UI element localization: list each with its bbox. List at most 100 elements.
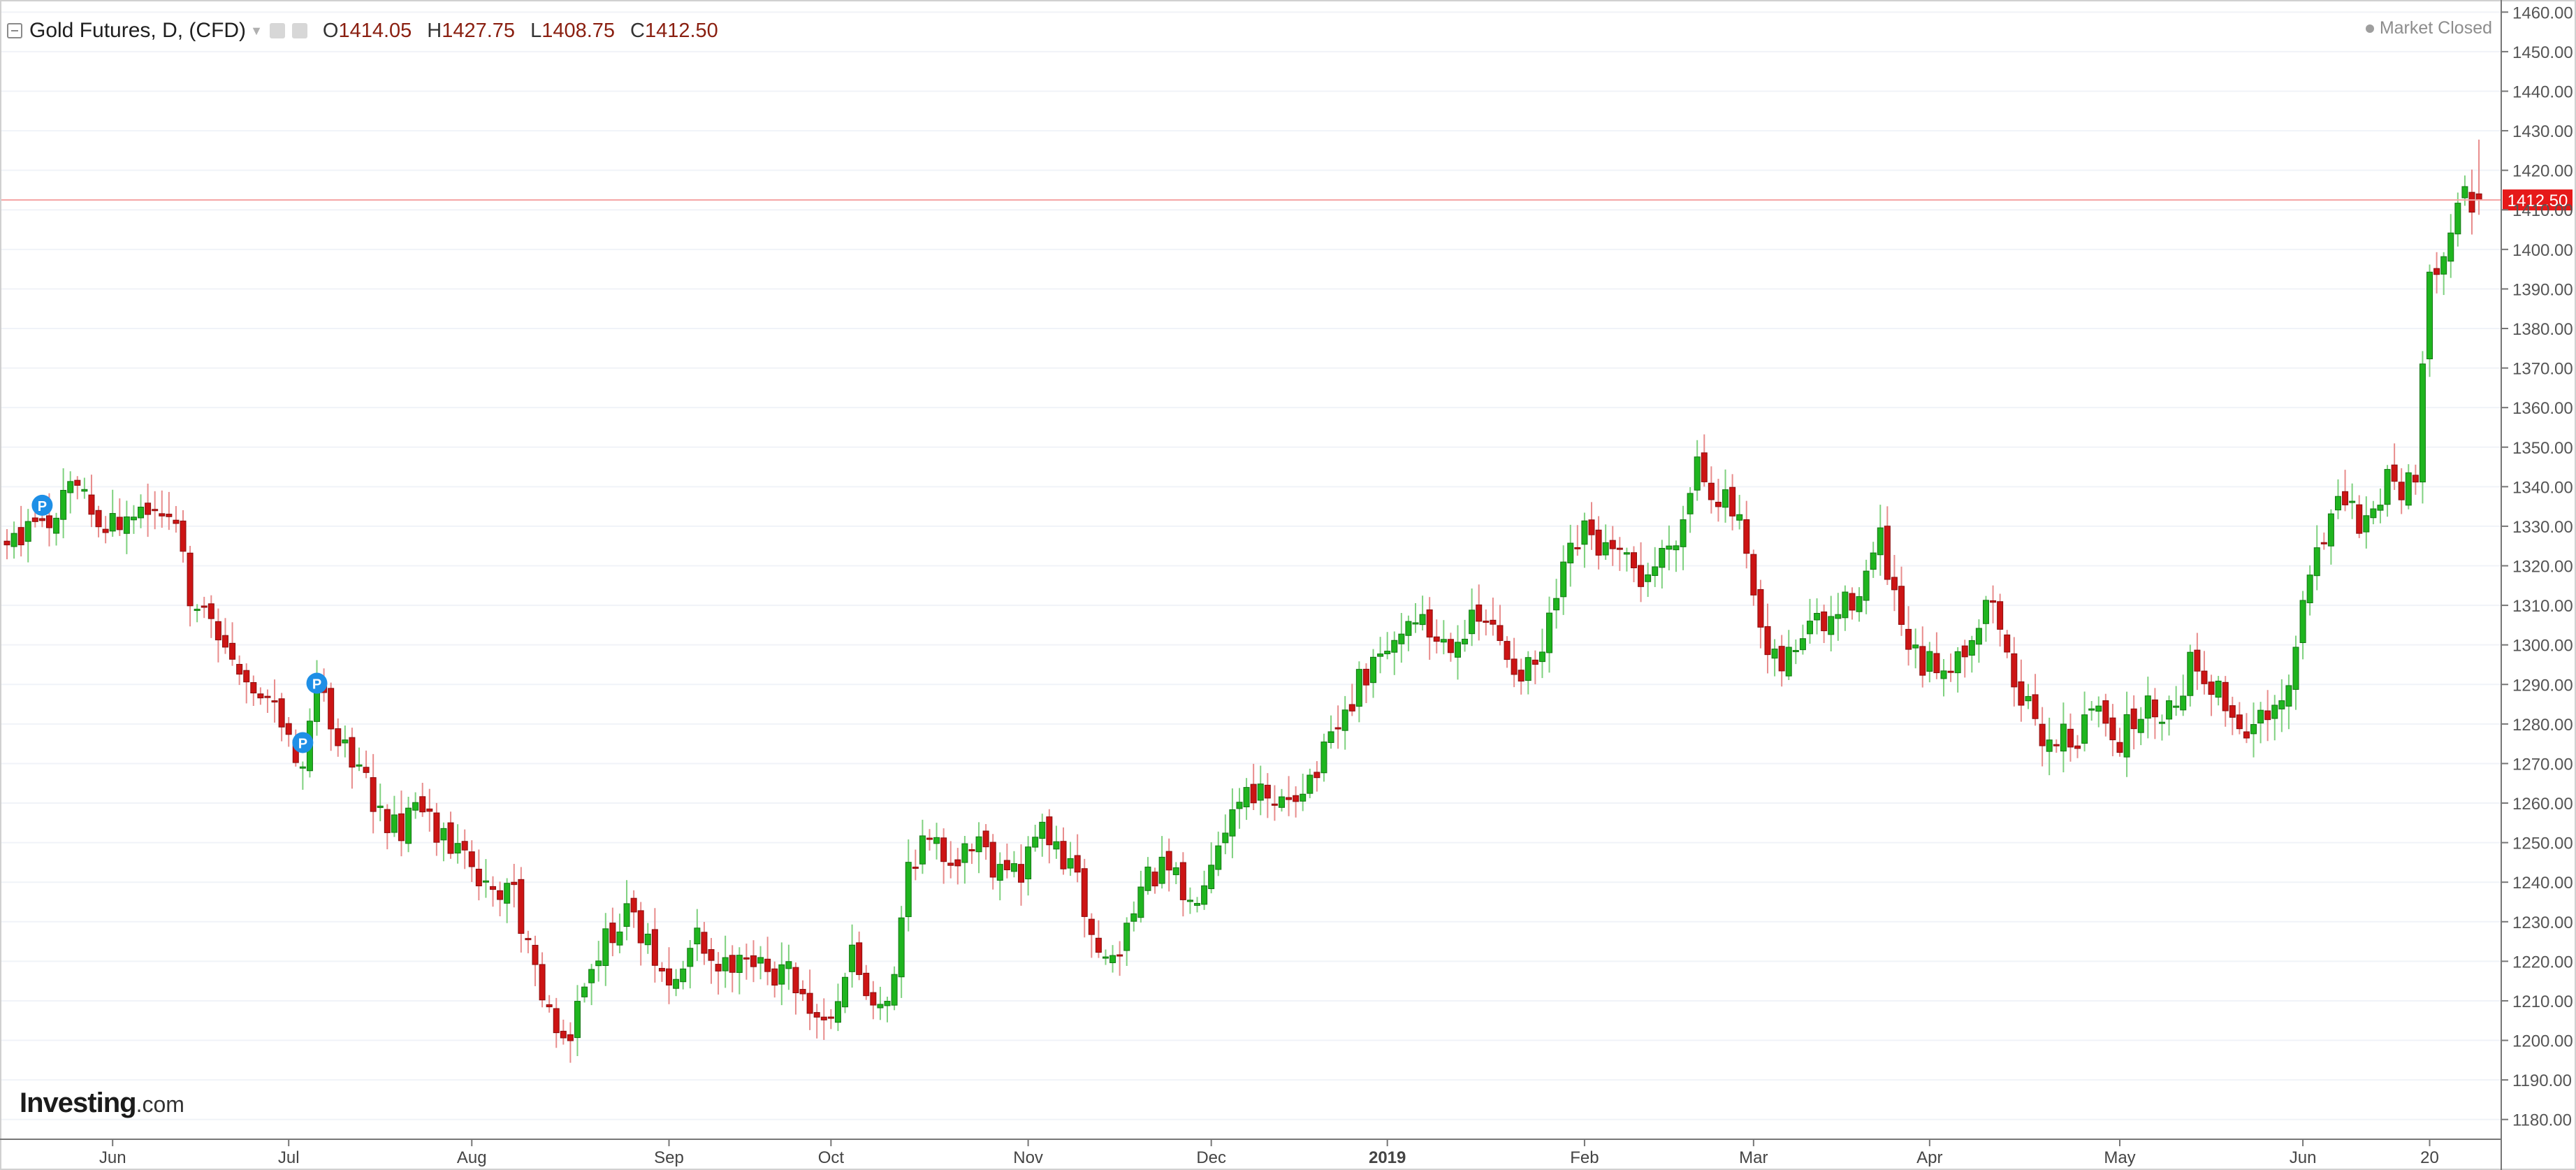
candle-body — [792, 967, 799, 994]
candle-body — [2454, 203, 2461, 235]
candle-body — [1947, 670, 1954, 673]
candle-body — [2377, 505, 2384, 511]
candle-body — [834, 1001, 841, 1023]
candle-body — [2180, 695, 2187, 711]
candle-body — [1531, 659, 1538, 665]
candle-body — [905, 862, 912, 918]
candle-body — [2468, 192, 2475, 213]
event-marker-label: P — [298, 736, 307, 751]
candle-body — [849, 944, 856, 972]
candle-body — [595, 960, 602, 967]
candle-body — [201, 605, 208, 608]
candle-body — [250, 682, 257, 694]
candle-body — [208, 603, 214, 619]
candle-body — [1961, 645, 1968, 658]
event-marker — [306, 672, 328, 694]
candle-body — [673, 978, 680, 989]
candle-body — [884, 1000, 891, 1006]
candle-body — [687, 948, 694, 967]
candle-body — [1785, 647, 1792, 677]
candle-body — [1743, 519, 1750, 554]
candle-body — [694, 927, 701, 945]
candle-body — [1194, 902, 1201, 906]
x-tick-label: Jun — [2290, 1148, 2317, 1167]
candle-body — [996, 864, 1003, 881]
candle-body — [2116, 742, 2123, 753]
candle-body — [1553, 598, 1560, 611]
candle-body — [1320, 742, 1327, 774]
y-tick-label: 1340.00 — [2512, 478, 2573, 497]
candle-body — [1264, 784, 1271, 799]
collapse-icon[interactable] — [7, 23, 22, 38]
candle-body — [968, 849, 975, 852]
candle-body — [1933, 653, 1940, 674]
candle-body — [214, 621, 221, 641]
candle-body — [1243, 787, 1250, 808]
candle-body — [159, 513, 166, 517]
candle-body — [729, 955, 736, 973]
y-tick-label: 1180.00 — [2512, 1111, 2572, 1130]
candle-body — [2032, 694, 2039, 719]
candle-body — [1018, 864, 1025, 883]
candle-body — [31, 517, 38, 522]
y-tick-label: 1200.00 — [2512, 1032, 2573, 1051]
candle-body — [419, 796, 426, 813]
candle-body — [2187, 651, 2194, 696]
candle-body — [2046, 739, 2053, 752]
candle-body — [1497, 625, 1504, 642]
candle-body — [1877, 527, 1884, 556]
candle-body — [1003, 860, 1010, 871]
candle-body — [173, 519, 180, 524]
candle-body — [1123, 923, 1130, 951]
candle-body — [504, 883, 511, 904]
y-tick-label: 1300.00 — [2512, 637, 2573, 656]
candle-body — [1370, 656, 1377, 684]
candle-body — [2363, 515, 2370, 533]
candle-body — [2447, 232, 2454, 262]
low-value: 1408.75 — [541, 19, 616, 42]
candle-body — [1391, 640, 1398, 653]
chevron-down-icon[interactable]: ▼ — [250, 23, 263, 38]
candle-body — [2356, 504, 2363, 534]
candle-body — [708, 949, 715, 961]
candle-body — [2349, 500, 2356, 503]
candle-body — [870, 992, 877, 1006]
candle-body — [1511, 658, 1518, 675]
x-tick-label: Aug — [457, 1148, 487, 1167]
candle-body — [2123, 714, 2130, 758]
price-overlay: 1412.50 P P P — [1, 189, 2573, 753]
candle-body — [1334, 727, 1341, 730]
candle-body — [750, 955, 757, 967]
candle-body — [785, 961, 792, 969]
candle-body — [863, 972, 870, 997]
candle-body — [715, 964, 722, 972]
candle-body — [1828, 616, 1835, 635]
logo-name: Investing — [20, 1088, 137, 1118]
symbol-title[interactable]: Gold Futures, D, (CFD) — [29, 19, 247, 42]
candle-body — [1144, 866, 1151, 891]
candle-body — [827, 1016, 834, 1019]
candle-body — [1355, 669, 1362, 707]
candle-body — [2137, 718, 2144, 733]
x-tick-label: Sep — [654, 1148, 684, 1167]
candle-body — [95, 510, 102, 528]
investing-logo[interactable]: Investing.com — [20, 1088, 184, 1119]
candle-body — [581, 986, 588, 997]
candle-body — [856, 942, 863, 975]
candle-body — [1898, 586, 1905, 625]
x-tick-label: Nov — [1013, 1148, 1043, 1167]
eye-icon[interactable] — [269, 23, 285, 38]
candle-body — [2271, 705, 2278, 719]
candle-body — [1842, 591, 1849, 619]
settings-icon[interactable] — [291, 23, 307, 38]
y-tick-label: 1190.00 — [2512, 1071, 2572, 1090]
y-tick-label: 1280.00 — [2512, 716, 2573, 735]
y-tick-label: 1410.00 — [2512, 201, 2573, 220]
x-tick-label: Apr — [1916, 1148, 1942, 1167]
candle-body — [1257, 783, 1264, 801]
candle-body — [2130, 708, 2137, 730]
candle-body — [475, 869, 482, 887]
candle-body — [940, 837, 947, 862]
